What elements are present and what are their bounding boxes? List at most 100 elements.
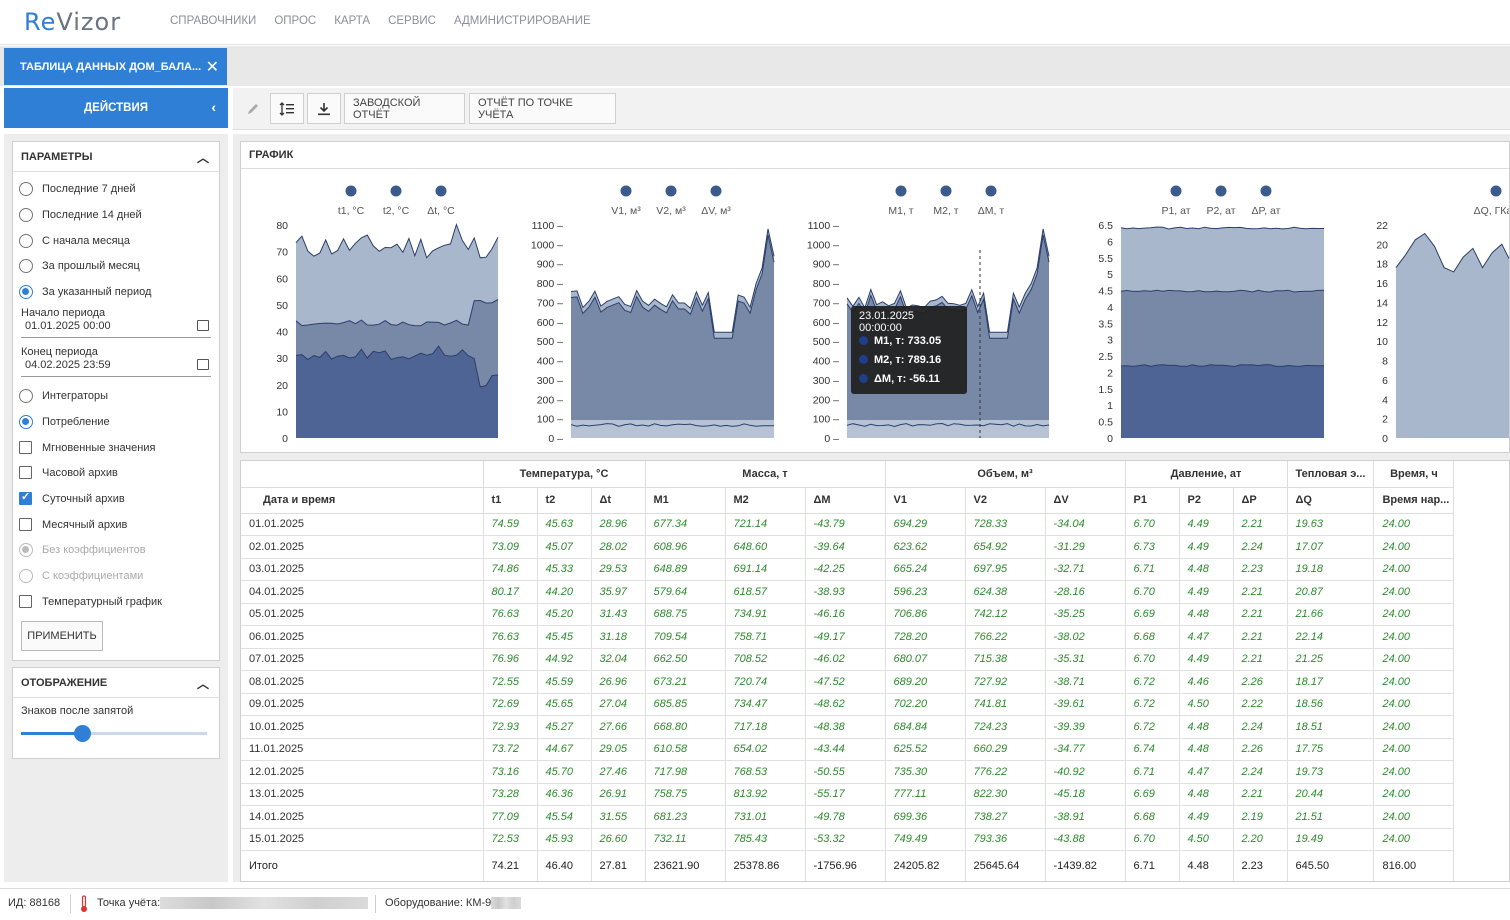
table-row[interactable]: 01.01.2025 74.59 45.63 28.96 677.34 721.14 -43… [241, 513, 1455, 536]
column-header[interactable]: M2 [725, 487, 806, 514]
radio-icon[interactable] [19, 208, 33, 222]
factory-report-button[interactable]: Заводской отчёт [344, 93, 465, 124]
table-row[interactable]: 10.01.2025 72.93 45.27 27.66 668.80 717.18 -48… [241, 715, 1455, 739]
checkbox[interactable] [19, 595, 32, 608]
checkbox[interactable] [19, 466, 32, 479]
column-header[interactable]: V2 [965, 487, 1046, 514]
column-header[interactable]: Время нар... [1373, 487, 1455, 514]
column-header[interactable]: V1 [885, 487, 966, 514]
column-header-date[interactable]: Дата и время [241, 487, 484, 514]
point-report-button[interactable]: Отчёт по точке учёта [469, 93, 616, 124]
column-header[interactable]: ΔV [1045, 487, 1126, 514]
app-logo[interactable]: ReVizor [24, 8, 122, 36]
tab-data-table[interactable]: Таблица данных ДОМ_БАЛА... ✕ [4, 48, 227, 85]
decimals-slider-handle[interactable] [74, 725, 91, 742]
value-cell: -39.61 [1045, 693, 1126, 716]
parameters-header[interactable]: Параметры ︿ [13, 142, 219, 172]
series-line-p2 [1120, 289, 1325, 293]
column-header[interactable]: t2 [537, 487, 592, 514]
sort-button[interactable] [270, 93, 304, 124]
archive-hourly[interactable]: Часовой архив [19, 466, 118, 479]
total-cell: -1439.82 [1045, 850, 1126, 881]
charts-header: График [241, 142, 1509, 169]
archive-monthly[interactable]: Месячный архив [19, 518, 127, 531]
download-button[interactable] [307, 93, 341, 124]
menu-item-survey[interactable]: Опрос [274, 15, 317, 27]
value-cell: 24.00 [1373, 670, 1455, 694]
period-last-14[interactable]: Последние 14 дней [19, 208, 142, 222]
table-row[interactable]: 15.01.2025 72.53 45.93 26.60 732.11 785.43 -53… [241, 828, 1455, 851]
column-header[interactable]: ΔP [1233, 487, 1288, 514]
period-custom[interactable]: За указанный период [19, 285, 151, 299]
mode-integrators[interactable]: Интеграторы [19, 389, 108, 403]
y-tick-label: 5.5 [1098, 253, 1113, 265]
radio-icon[interactable] [19, 259, 33, 273]
column-header[interactable]: ΔQ [1287, 487, 1375, 514]
decimals-slider-track[interactable] [21, 732, 207, 735]
period-month-start[interactable]: С начала месяца [19, 234, 130, 248]
column-header[interactable]: P2 [1179, 487, 1234, 514]
column-header[interactable]: t1 [483, 487, 538, 514]
table-row[interactable]: 06.01.2025 76.63 45.45 31.18 709.54 758.71 -49… [241, 625, 1455, 649]
value-cell: 741.81 [965, 693, 1046, 716]
archive-daily[interactable]: Суточный архив [19, 490, 125, 505]
series-dot-icon [859, 355, 868, 364]
chevron-up-icon[interactable]: ︿ [196, 677, 209, 691]
table-row[interactable]: 12.01.2025 73.16 45.70 27.46 717.98 768.53 -50… [241, 760, 1455, 784]
table-row[interactable]: 11.01.2025 73.72 44.67 29.05 610.58 654.02 -43… [241, 738, 1455, 761]
calendar-icon[interactable] [197, 320, 209, 331]
chevron-up-icon[interactable]: ︿ [196, 151, 209, 165]
mode-consumption[interactable]: Потребление [19, 415, 110, 429]
column-header[interactable]: ΔM [805, 487, 886, 514]
radio-icon[interactable] [19, 285, 33, 299]
table-row[interactable]: 09.01.2025 72.69 45.65 27.04 685.85 734.47 -48… [241, 693, 1455, 716]
table-row[interactable]: 02.01.2025 73.09 45.07 28.02 608.96 648.60 -39… [241, 535, 1455, 559]
table-row[interactable]: 03.01.2025 74.86 45.33 29.53 648.89 691.14 -42… [241, 558, 1455, 581]
radio-icon[interactable] [19, 234, 33, 248]
column-header[interactable]: P1 [1125, 487, 1180, 514]
value-cell: 24.00 [1373, 783, 1455, 806]
menu-item-directories[interactable]: Справочники [170, 15, 257, 27]
table-row[interactable]: 04.01.2025 80.17 44.20 35.97 579.64 618.57 -38… [241, 580, 1455, 604]
period-last-month[interactable]: За прошлый месяц [19, 259, 140, 273]
column-header[interactable]: M1 [645, 487, 726, 514]
table-row[interactable]: 13.01.2025 73.28 46.36 26.91 758.75 813.92 -55… [241, 783, 1455, 806]
menu-item-administration[interactable]: Администрирование [453, 15, 591, 27]
value-cell: -38.91 [1045, 805, 1126, 829]
value-cell: 6.70 [1125, 580, 1180, 604]
checkbox[interactable] [19, 441, 32, 454]
menu-item-service[interactable]: Сервис [388, 15, 436, 27]
start-date-field[interactable]: 01.01.2025 00:00 [21, 320, 211, 338]
end-date-field[interactable]: 04.02.2025 23:59 [21, 359, 211, 377]
value-cell: 4.49 [1179, 805, 1234, 829]
period-last-7[interactable]: Последние 7 дней [19, 182, 136, 196]
group-header: Время, ч [1373, 461, 1455, 488]
display-header[interactable]: Отображение ︿ [13, 668, 219, 698]
calendar-icon[interactable] [197, 359, 209, 370]
table-row[interactable]: 08.01.2025 72.55 45.59 26.96 673.21 720.74 -47… [241, 670, 1455, 694]
radio-icon[interactable] [19, 389, 33, 403]
archive-instant[interactable]: Мгновенные значения [19, 441, 155, 454]
y-tick-label: 500 – [813, 336, 839, 348]
apply-button[interactable]: Применить [21, 621, 103, 651]
table-row[interactable]: 05.01.2025 76.63 45.20 31.43 688.75 734.91 -46… [241, 603, 1455, 626]
column-header[interactable]: Δt [591, 487, 646, 514]
table-row[interactable]: 14.01.2025 77.09 45.54 31.55 681.23 731.01 -49… [241, 805, 1455, 829]
value-cell: 44.92 [537, 648, 592, 671]
table-row[interactable]: 07.01.2025 76.96 44.92 32.04 662.50 708.52 -46… [241, 648, 1455, 671]
checkbox[interactable] [19, 490, 32, 505]
radio-icon[interactable] [19, 415, 33, 429]
download-icon [318, 102, 330, 115]
radio-icon[interactable] [19, 182, 33, 196]
y-tick-label: 2 [1107, 367, 1113, 379]
legend-label: ΔP, ат [1252, 205, 1281, 217]
radio-icon [19, 543, 33, 557]
value-cell: 697.95 [965, 558, 1046, 581]
actions-button[interactable]: Действия ‹ [4, 88, 228, 128]
edit-button[interactable] [237, 93, 269, 124]
menu-item-map[interactable]: Карта [334, 15, 371, 27]
temperature-graph-toggle[interactable]: Температурный график [19, 595, 162, 608]
checkbox[interactable] [19, 518, 32, 531]
close-icon[interactable]: ✕ [205, 59, 219, 76]
date-cell: 12.01.2025 [241, 760, 484, 784]
